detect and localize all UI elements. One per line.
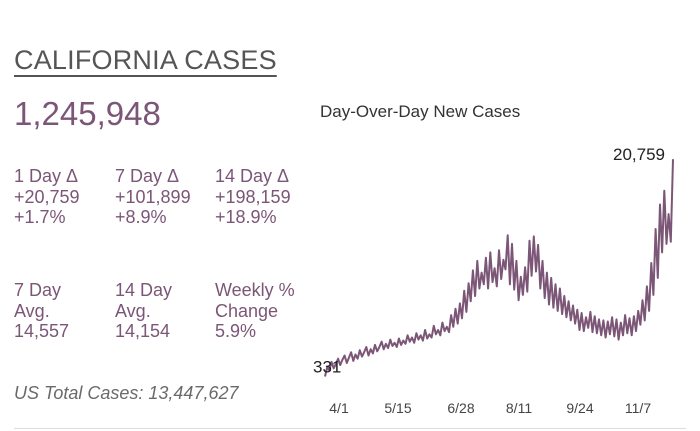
stat-percent: +8.9% — [115, 207, 167, 227]
stat-value: +20,759 — [14, 186, 80, 207]
stat-label: 14 Day Δ — [215, 166, 290, 186]
stat-label: 7 Day Δ — [115, 166, 180, 186]
stat-label: 1 Day Δ — [14, 166, 79, 186]
stat-14-day: 14 Day Δ +198,159 +18.9% — [215, 166, 291, 228]
x-tick-label: 11/7 — [625, 400, 651, 416]
avg-value: 5.9% — [215, 321, 257, 341]
avg-value: 14,557 — [14, 321, 70, 341]
avg-label: Avg. — [115, 300, 151, 321]
avg-label: Avg. — [14, 300, 50, 321]
stat-1-day: 1 Day Δ +20,759 +1.7% — [14, 166, 80, 228]
annotation-last-value: 20,759 — [613, 145, 665, 164]
chart-title: Day-Over-Day New Cases — [320, 102, 521, 121]
stat-percent: +18.9% — [215, 207, 277, 227]
stat-value: +101,899 — [115, 186, 191, 207]
x-tick-label: 6/28 — [447, 400, 474, 416]
annotation-first-value: 331 — [313, 357, 341, 376]
avg-7-day: 7 Day Avg. 14,557 — [14, 280, 69, 342]
avg-label: 14 Day — [115, 280, 173, 300]
x-tick-label: 8/11 — [506, 400, 532, 416]
avg-14-day: 14 Day Avg. 14,154 — [115, 280, 172, 342]
stat-7-day: 7 Day Δ +101,899 +8.9% — [115, 166, 191, 228]
x-tick-label: 9/24 — [566, 400, 593, 416]
series-line-new-cases — [324, 159, 674, 377]
total-cases: 1,245,948 — [14, 95, 161, 132]
stat-value: +198,159 — [215, 186, 291, 207]
avg-label: Change — [215, 300, 279, 321]
avg-label: Weekly % — [215, 280, 295, 300]
weekly-change: Weekly % Change 5.9% — [215, 280, 295, 342]
bottom-divider — [14, 428, 686, 429]
avg-label: 7 Day — [14, 280, 62, 300]
us-total-cases: US Total Cases: 13,447,627 — [14, 383, 239, 403]
page-title: CALIFORNIA CASES — [14, 45, 277, 75]
x-tick-label: 5/15 — [384, 400, 411, 416]
avg-value: 14,154 — [115, 321, 171, 341]
stat-percent: +1.7% — [14, 207, 66, 227]
x-tick-label: 4/1 — [329, 400, 349, 416]
